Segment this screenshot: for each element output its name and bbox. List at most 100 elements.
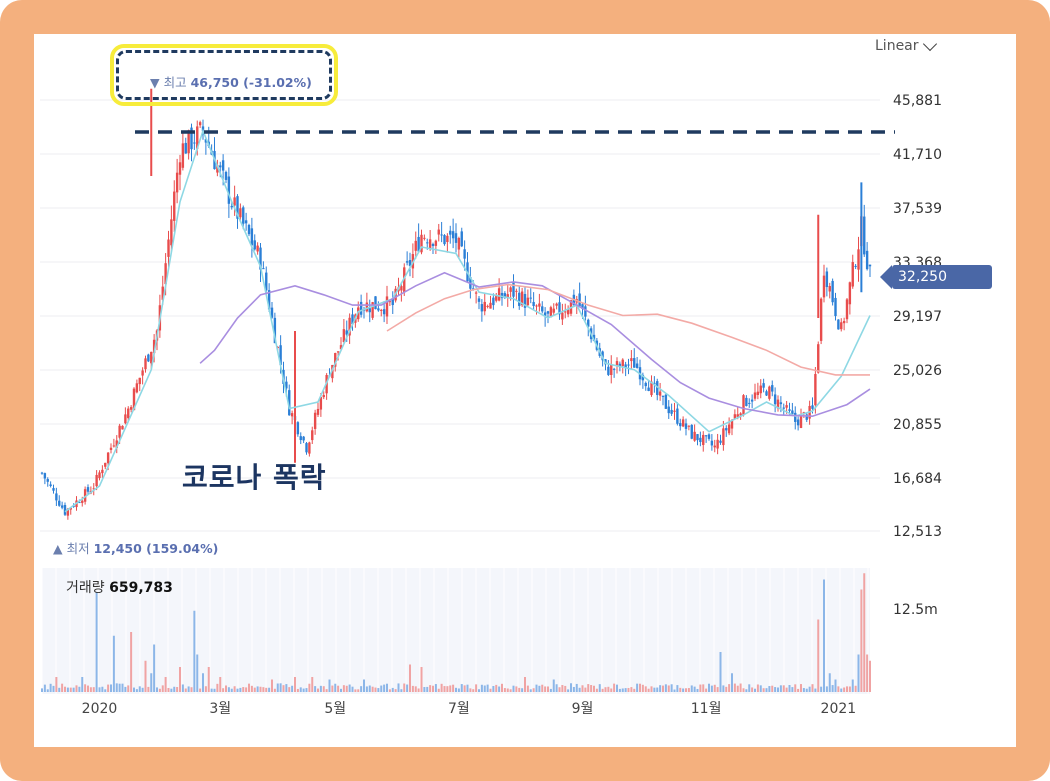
volume-bar bbox=[817, 619, 820, 692]
max-marker-value: 46,750 (-31.02%) bbox=[190, 75, 312, 90]
volume-bar bbox=[825, 686, 828, 692]
volume-bar bbox=[509, 689, 512, 692]
candle-body bbox=[365, 302, 369, 312]
price-tag-arrow bbox=[880, 265, 892, 289]
candle-body bbox=[434, 240, 438, 246]
candle-body bbox=[368, 308, 371, 313]
candle-body bbox=[253, 240, 256, 250]
volume-bar bbox=[420, 667, 423, 692]
volume-bar bbox=[322, 686, 325, 692]
candle-body bbox=[477, 298, 481, 302]
volume-bar bbox=[135, 689, 138, 692]
volume-bar bbox=[541, 684, 544, 692]
volume-bar bbox=[314, 686, 317, 692]
volume-bar bbox=[800, 684, 802, 692]
volume-bar bbox=[414, 686, 417, 692]
crash-annotation: 코로나 폭락 bbox=[182, 461, 327, 494]
candle-body bbox=[707, 434, 711, 439]
candle-body bbox=[561, 312, 564, 320]
candle-body bbox=[377, 308, 380, 311]
volume-bar bbox=[863, 573, 866, 692]
y-tick-label: 37,539 bbox=[893, 201, 942, 217]
candle-body bbox=[667, 406, 670, 414]
volume-bar bbox=[455, 687, 457, 692]
candle-body bbox=[736, 414, 739, 417]
x-tick-label: 3월 bbox=[209, 701, 231, 717]
volume-bar bbox=[225, 685, 227, 692]
candle-body bbox=[535, 305, 538, 307]
candle-body bbox=[822, 275, 826, 298]
volume-bar bbox=[696, 688, 699, 692]
volume-bar bbox=[179, 667, 181, 692]
candle-body bbox=[581, 304, 584, 309]
volume-bar bbox=[558, 687, 561, 692]
volume-bar bbox=[595, 688, 598, 692]
volume-title: 거래량 bbox=[66, 580, 105, 596]
candle-body bbox=[474, 292, 478, 294]
volume-bar bbox=[55, 677, 58, 692]
candle-body bbox=[374, 296, 377, 310]
candle-body bbox=[483, 301, 486, 312]
volume-bar bbox=[785, 687, 788, 692]
volume-bar bbox=[89, 687, 92, 692]
volume-bar bbox=[728, 684, 731, 692]
candle-body bbox=[515, 290, 518, 292]
scale-dropdown[interactable]: Linear bbox=[875, 36, 937, 56]
volume-bar bbox=[256, 686, 259, 692]
volume-bar bbox=[483, 685, 486, 692]
volume-bar bbox=[107, 684, 110, 692]
candle-body bbox=[262, 268, 265, 270]
candle-body bbox=[221, 160, 225, 171]
volume-bar bbox=[61, 683, 64, 692]
candle-body bbox=[420, 234, 423, 253]
moving-average-ma5 bbox=[64, 128, 871, 513]
volume-value: 659,783 bbox=[109, 580, 173, 596]
candle-body bbox=[558, 302, 561, 315]
volume-bar bbox=[216, 683, 219, 692]
volume-bar bbox=[150, 673, 153, 692]
volume-bar bbox=[374, 687, 377, 692]
volume-bar bbox=[774, 687, 777, 692]
volume-bar bbox=[621, 688, 624, 692]
candle-body bbox=[693, 431, 696, 441]
x-tick-label: 7월 bbox=[448, 701, 470, 717]
volume-bar bbox=[210, 688, 213, 692]
y-tick-label: 16,684 bbox=[893, 471, 942, 487]
candle-body bbox=[750, 399, 754, 402]
volume-bar bbox=[866, 654, 869, 692]
volume-bar bbox=[515, 686, 518, 692]
volume-bar bbox=[271, 679, 273, 692]
volume-bar bbox=[196, 654, 199, 692]
volume-bar bbox=[791, 687, 794, 692]
candle-body bbox=[135, 383, 139, 393]
candle-body bbox=[612, 368, 616, 370]
volume-bar bbox=[495, 684, 498, 692]
volume-bar bbox=[411, 685, 414, 692]
volume-bar bbox=[236, 688, 239, 692]
moving-average-ma20 bbox=[199, 271, 871, 418]
y-tick-label: 29,197 bbox=[893, 309, 942, 325]
volume-bar bbox=[834, 679, 837, 692]
volume-tick-label: 12.5m bbox=[893, 602, 938, 618]
volume-bar bbox=[340, 688, 342, 692]
volume-bar bbox=[492, 686, 495, 692]
volume-bar bbox=[279, 683, 282, 692]
candle-body bbox=[788, 409, 791, 411]
candle-body bbox=[495, 295, 498, 301]
volume-bar bbox=[204, 686, 207, 692]
candle-body bbox=[115, 440, 118, 449]
volume-bar bbox=[440, 683, 443, 692]
candle-body bbox=[845, 299, 849, 320]
volume-bar bbox=[112, 635, 115, 692]
candle-body bbox=[730, 420, 734, 429]
highlight-box bbox=[110, 44, 338, 106]
volume-bar bbox=[262, 687, 265, 692]
candle-body bbox=[799, 414, 803, 428]
volume-bar bbox=[673, 689, 676, 692]
volume-bar bbox=[544, 686, 547, 692]
volume-bar bbox=[590, 685, 593, 692]
volume-bar bbox=[121, 683, 124, 692]
volume-bar bbox=[207, 667, 210, 692]
volume-bar bbox=[265, 687, 268, 692]
volume-bar bbox=[305, 688, 308, 692]
